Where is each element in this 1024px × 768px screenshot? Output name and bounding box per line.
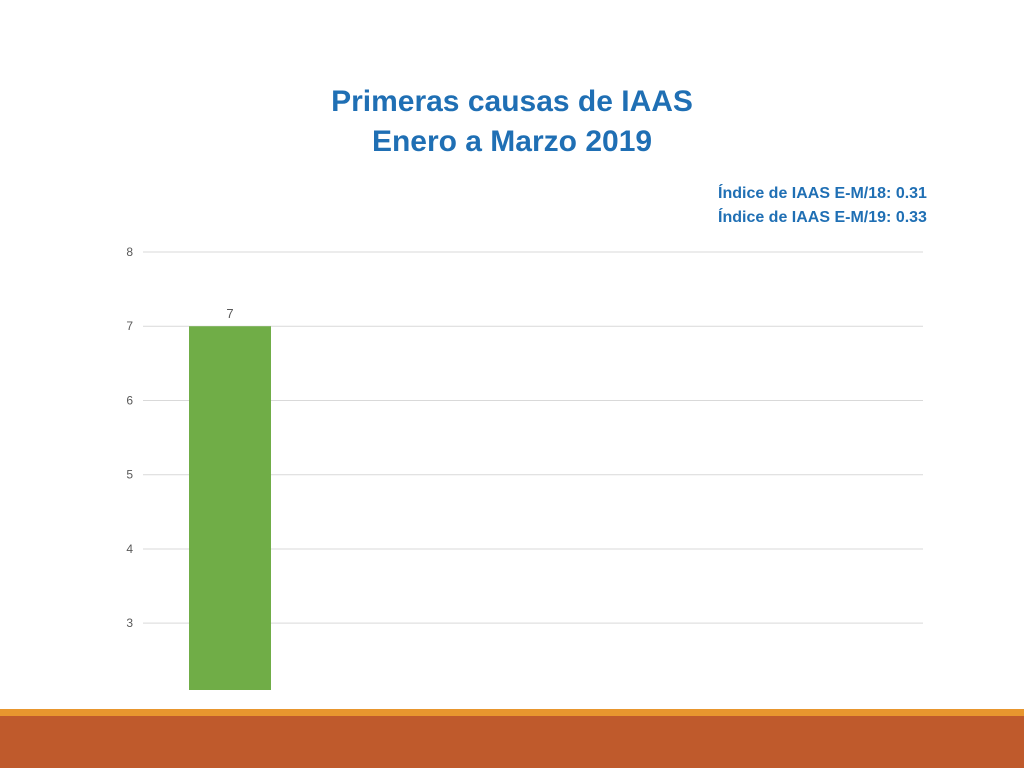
index-notes: Índice de IAAS E-M/18: 0.31 Índice de IA… [718,182,927,230]
y-tick-label: 8 [126,245,133,259]
y-tick-label: 6 [126,393,133,407]
footer-band [0,716,1024,768]
data-label: 7 [226,306,233,321]
y-tick-label: 3 [126,616,133,630]
bar [189,326,271,690]
slide-title-line1: Primeras causas de IAAS [331,85,693,118]
slide-title: Primeras causas de IAAS Enero a Marzo 20… [0,82,1024,162]
slide-title-line2: Enero a Marzo 2019 [371,125,653,158]
index-note-2019: Índice de IAAS E-M/19: 0.33 [718,209,927,226]
index-note-2018: Índice de IAAS E-M/18: 0.31 [718,185,927,202]
y-tick-label: 7 [126,319,133,333]
y-tick-label: 5 [126,468,133,482]
footer-accent-stripe [0,709,1024,716]
y-tick-label: 4 [126,542,133,556]
